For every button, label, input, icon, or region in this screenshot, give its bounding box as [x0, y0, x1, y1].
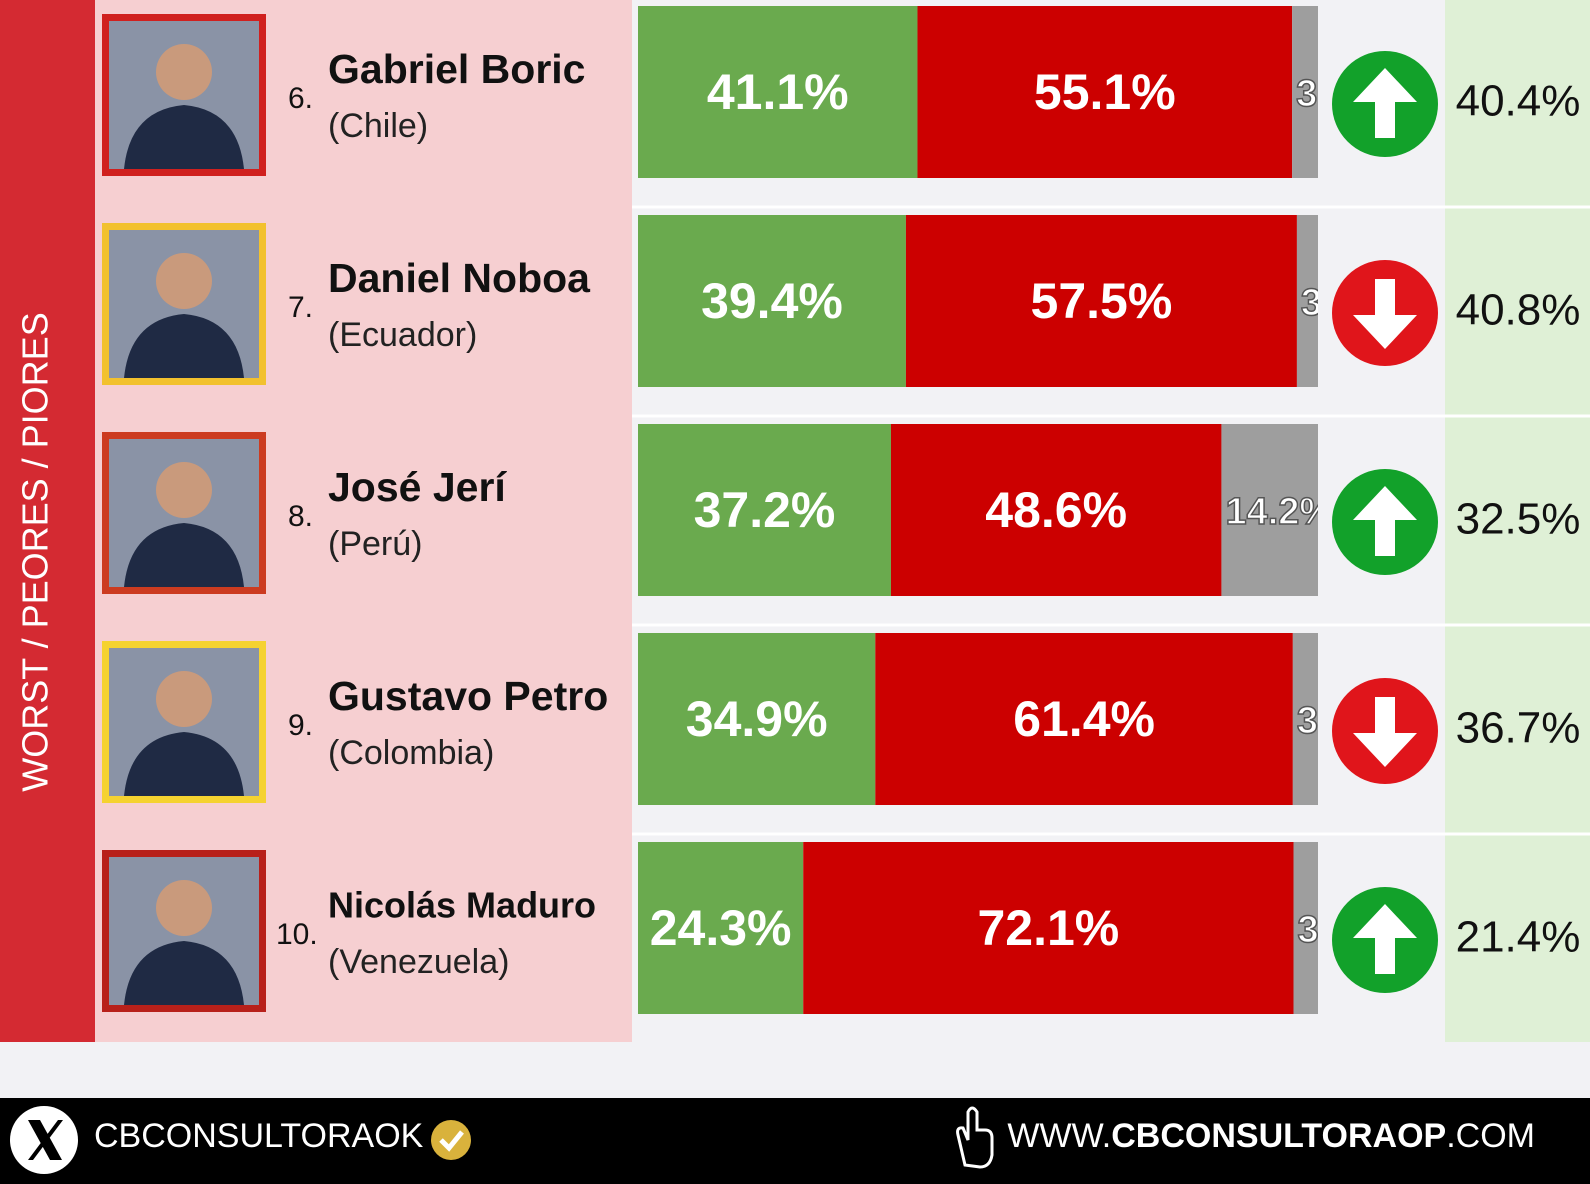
photo-head	[156, 880, 212, 936]
previous-value: 36.7%	[1456, 704, 1581, 753]
row: 9.Gustavo Petro(Colombia)34.9%61.4%3.7%3…	[102, 623, 1590, 805]
x-glyph	[28, 1120, 63, 1160]
website: WWW.CBCONSULTORAOP.COM	[1007, 1117, 1535, 1155]
bar-segment	[638, 633, 876, 805]
photo-body	[124, 523, 244, 587]
rank: 9.	[288, 709, 313, 742]
bar-group: 37.2% 48.6% 14.2%	[638, 424, 1333, 596]
bar-segment	[905, 215, 1297, 387]
row: 7. Daniel Noboa (Ecuador) 39.4% 57.5% 3.1% 40.…	[102, 205, 1590, 387]
handle: CBCONSULTORAOK	[94, 1117, 424, 1155]
bar-value-label: 34.9%	[686, 691, 828, 747]
trend-arrow	[1353, 486, 1417, 556]
bar-segment	[638, 215, 906, 387]
leader-name: Gabriel Boric	[328, 46, 585, 92]
bar-value-label: 41.1%	[707, 64, 849, 120]
rank: 6.	[288, 82, 313, 115]
badge-check	[439, 1130, 464, 1152]
bar-segment	[638, 424, 891, 596]
bar-segment	[1293, 842, 1318, 1014]
country: (Venezuela)	[328, 943, 509, 981]
verified-badge	[431, 1120, 471, 1160]
bar-segment	[1292, 633, 1318, 805]
previous-panel	[1445, 0, 1590, 1042]
previous-value: 32.5%	[1456, 495, 1581, 544]
trend-arrow	[1353, 68, 1417, 138]
footer-bar	[0, 1098, 1590, 1184]
rank: 8.	[288, 500, 313, 533]
bar-value-label: 24.3%	[650, 900, 792, 956]
bar-segment	[890, 424, 1222, 596]
previous-value: 40.8%	[1456, 286, 1581, 335]
bar-value-label: 55.1%	[1034, 64, 1176, 120]
bar-group: 34.9% 61.4% 3.7%	[638, 633, 1384, 805]
bar-value-label: 3.1%	[1301, 282, 1388, 324]
bar-value-label: 39.4%	[701, 273, 843, 329]
leader-name: José Jerí	[328, 464, 507, 510]
bar-segment	[638, 842, 804, 1014]
photo-body	[124, 732, 244, 796]
bar-value-label: 3.8%	[1296, 73, 1383, 115]
photo-head	[156, 671, 212, 727]
photo-body	[124, 941, 244, 1005]
bar-value-label: 61.4%	[1013, 691, 1155, 747]
leader-name: Daniel Noboa	[328, 255, 591, 301]
website-suffix: .COM	[1446, 1117, 1535, 1155]
bar-segment	[638, 6, 918, 178]
side-label: WORST / PEORES / PIORES	[15, 312, 56, 791]
photo-body	[124, 105, 244, 169]
photo-head	[156, 44, 212, 100]
trend-arrow	[1353, 697, 1417, 767]
country: (Ecuador)	[328, 316, 477, 354]
bar-segment	[917, 6, 1293, 178]
trend-arrow	[1353, 904, 1417, 974]
bar-segment	[1296, 215, 1318, 387]
leader-name: Nicolás Maduro	[328, 885, 596, 926]
previous-value: 21.4%	[1456, 913, 1581, 962]
bar-segment	[875, 633, 1293, 805]
photo-head	[156, 253, 212, 309]
bar-group: 24.3% 72.1% 3.6%	[638, 842, 1385, 1014]
leader-name: Gustavo Petro	[328, 673, 608, 719]
trend-arrow	[1353, 279, 1417, 349]
bar-segment	[1292, 6, 1318, 178]
row: 10. Nicolás Maduro (Venezuela) 24.3% 72.1% 3.…	[102, 832, 1590, 1014]
bar-value-label: 48.6%	[985, 482, 1127, 538]
rank: 7.	[288, 291, 313, 324]
country: (Perú)	[328, 525, 422, 563]
bar-value-label: 72.1%	[977, 900, 1119, 956]
bar-group: 41.1% 55.1% 3.8%	[638, 6, 1383, 178]
bar-group: 39.4% 57.5% 3.1%	[638, 215, 1388, 387]
website-prefix: WWW.	[1007, 1117, 1111, 1155]
bar-value-label: 3.7%	[1297, 700, 1384, 742]
row: 8. José Jerí (Perú) 37.2% 48.6% 14.2% 32.5%	[102, 414, 1590, 596]
previous-value: 40.4%	[1456, 77, 1581, 126]
row: 6. Gabriel Boric (Chile) 41.1% 55.1% 3.8% 40.4…	[102, 6, 1580, 178]
bar-value-label: 37.2%	[694, 482, 836, 538]
rank: 10.	[276, 918, 318, 951]
rows: 6. Gabriel Boric (Chile) 41.1% 55.1% 3.8% 40.4…	[102, 6, 1590, 1014]
website-main: CBCONSULTORAOP	[1111, 1117, 1446, 1155]
bar-value-label: 57.5%	[1031, 273, 1173, 329]
hand-icon	[956, 1106, 994, 1169]
country: (Chile)	[328, 107, 428, 145]
bar-segment	[803, 842, 1294, 1014]
bar-segment	[1221, 424, 1318, 596]
photo-body	[124, 314, 244, 378]
side-band	[0, 0, 95, 1042]
bar-value-label: 3.6%	[1298, 909, 1385, 951]
bar-value-label: 14.2%	[1225, 491, 1333, 533]
country: (Colombia)	[328, 734, 494, 772]
photo-head	[156, 462, 212, 518]
